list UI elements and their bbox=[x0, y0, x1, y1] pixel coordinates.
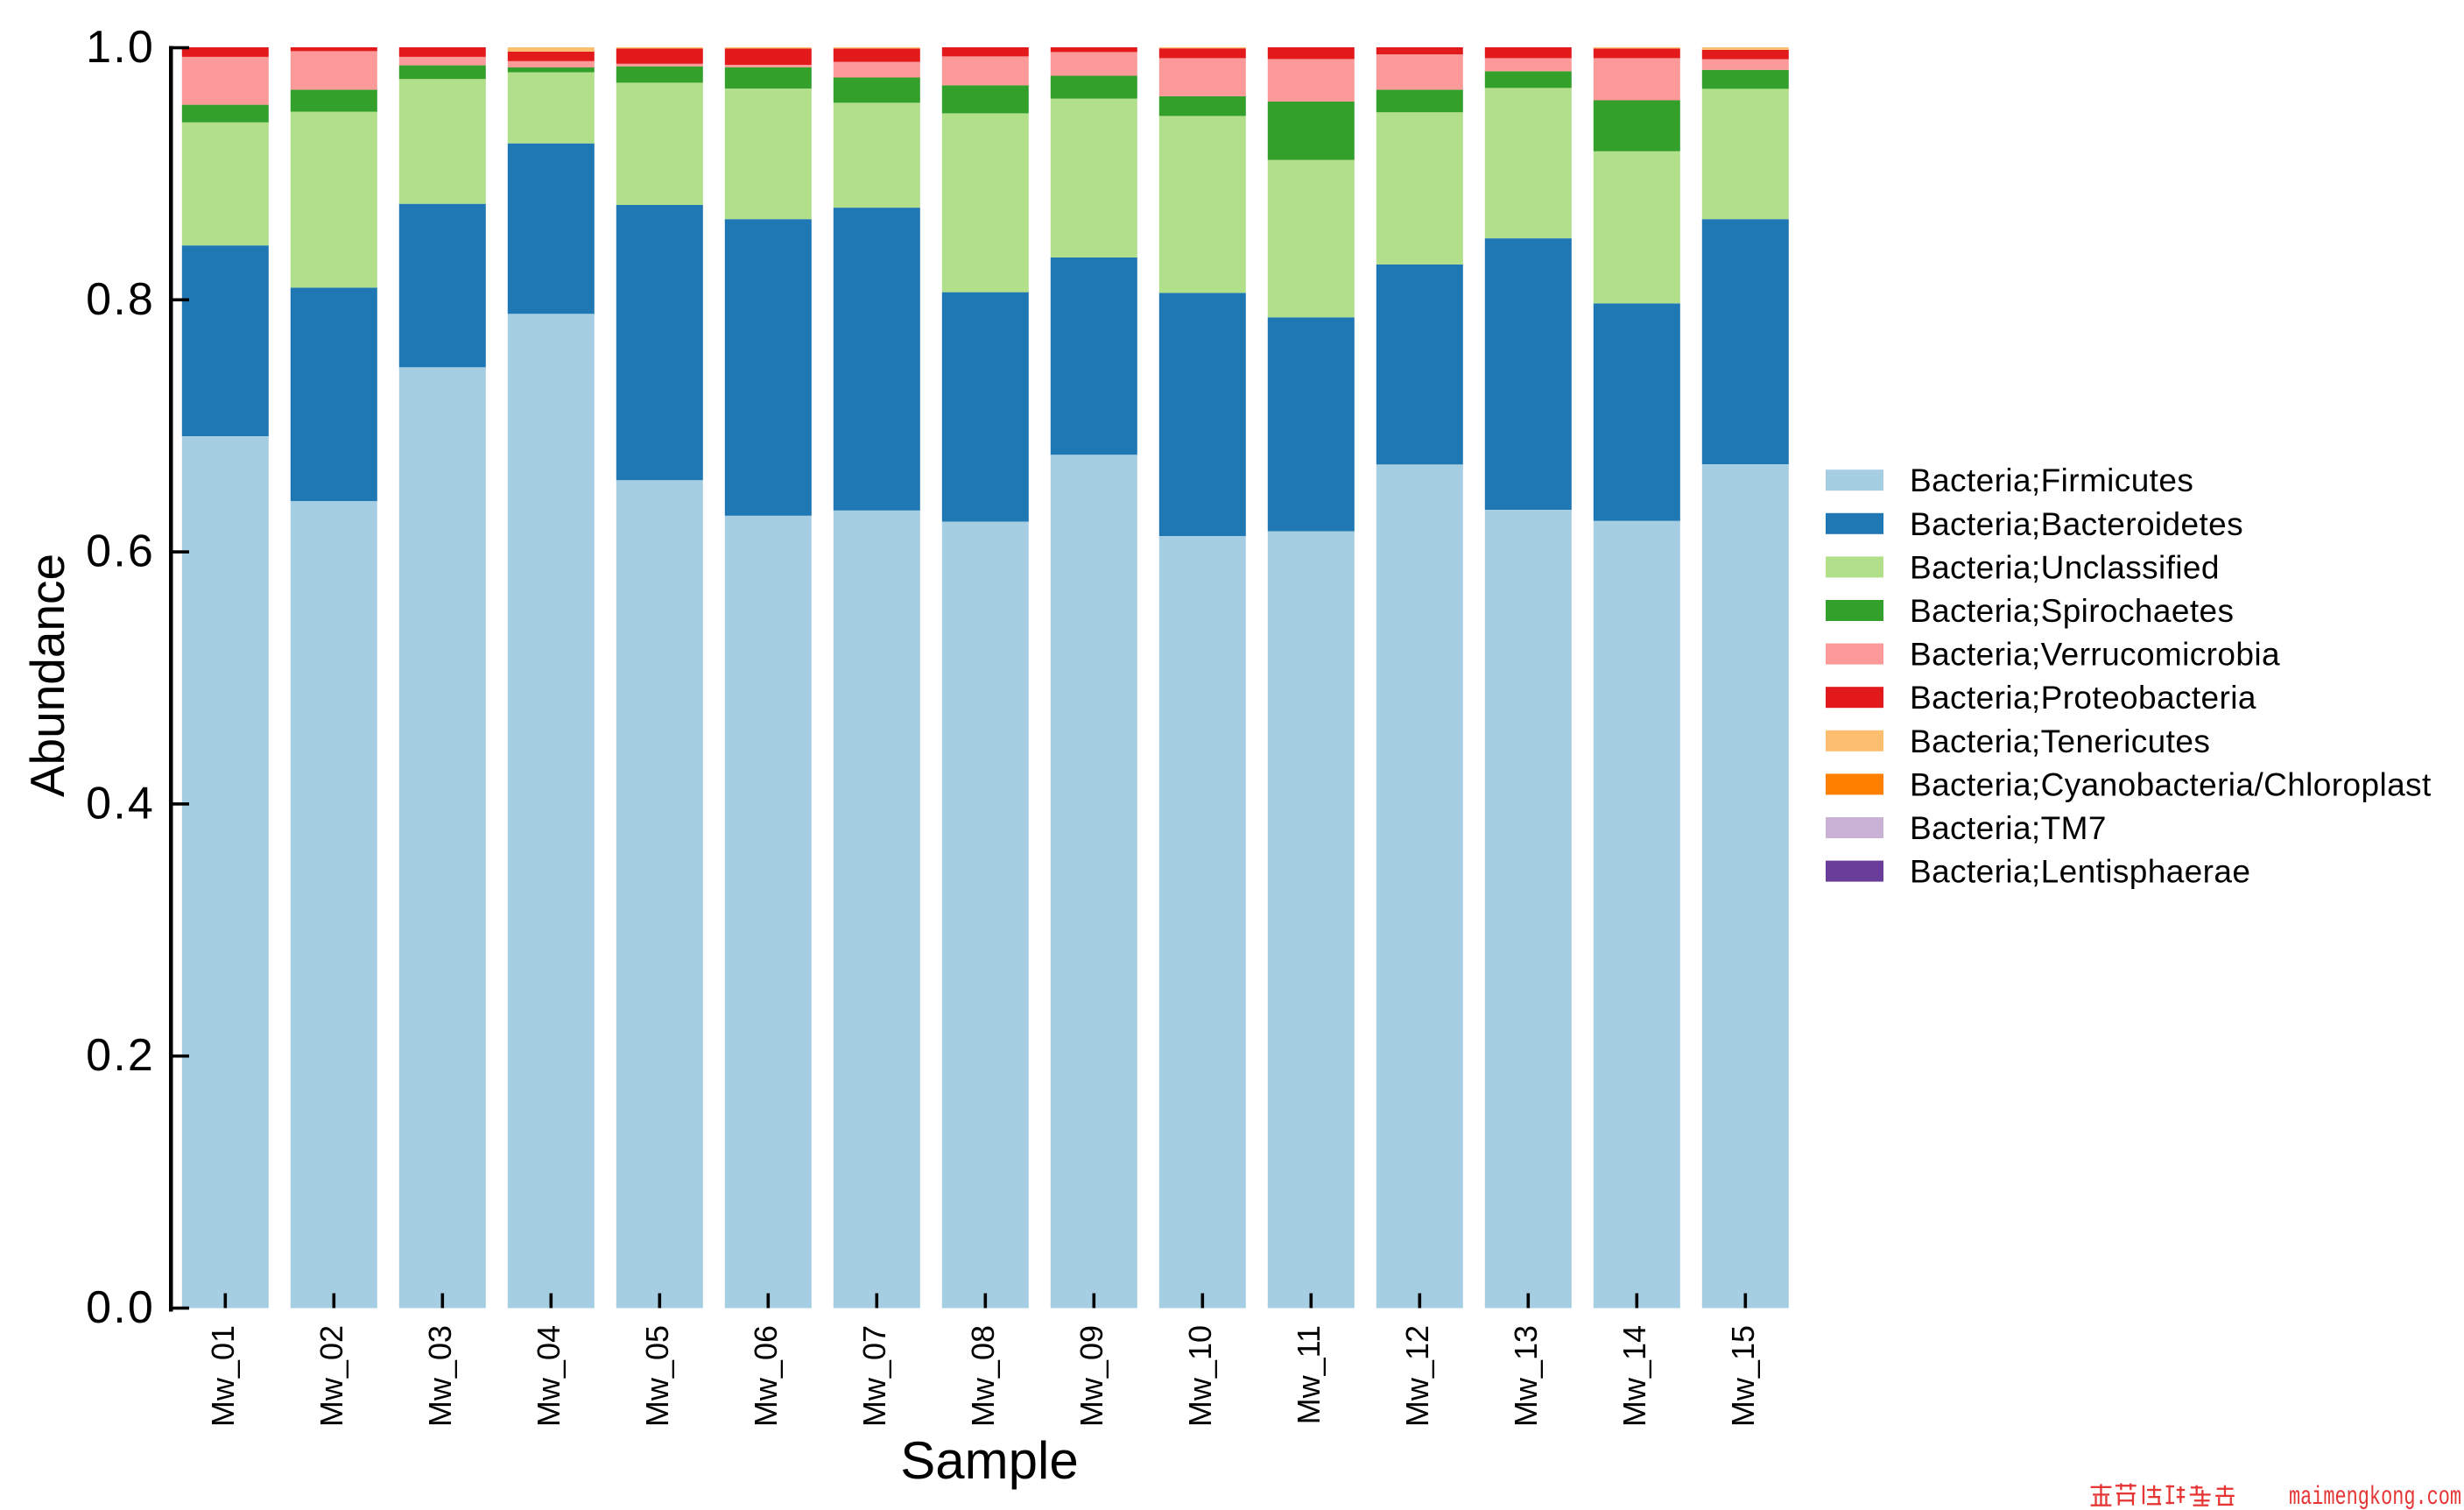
svg-text:Sample: Sample bbox=[900, 1431, 1078, 1490]
svg-text:Mw_15: Mw_15 bbox=[1725, 1325, 1761, 1427]
svg-text:Bacteria;Verrucomicrobia: Bacteria;Verrucomicrobia bbox=[1910, 637, 2280, 673]
svg-text:Bacteria;Tenericutes: Bacteria;Tenericutes bbox=[1910, 723, 2210, 759]
svg-text:1.0: 1.0 bbox=[86, 22, 155, 73]
svg-text:Mw_07: Mw_07 bbox=[856, 1325, 892, 1427]
svg-text:Bacteria;Spirochaetes: Bacteria;Spirochaetes bbox=[1910, 593, 2234, 629]
svg-text:Mw_11: Mw_11 bbox=[1291, 1325, 1327, 1424]
svg-text:Mw_04: Mw_04 bbox=[531, 1325, 567, 1427]
svg-text:Bacteria;Firmicutes: Bacteria;Firmicutes bbox=[1910, 462, 2193, 498]
svg-text:maimengkong.com: maimengkong.com bbox=[2289, 1483, 2461, 1510]
svg-text:Mw_13: Mw_13 bbox=[1508, 1325, 1544, 1427]
svg-text:Bacteria;TM7: Bacteria;TM7 bbox=[1910, 810, 2107, 846]
svg-text:Bacteria;Unclassified: Bacteria;Unclassified bbox=[1910, 549, 2220, 585]
svg-text:Bacteria;Lentisphaerae: Bacteria;Lentisphaerae bbox=[1910, 854, 2250, 890]
svg-text:Mw_01: Mw_01 bbox=[205, 1325, 241, 1427]
svg-text:0.8: 0.8 bbox=[86, 274, 155, 325]
svg-text:Mw_09: Mw_09 bbox=[1074, 1325, 1109, 1427]
svg-text:Mw_08: Mw_08 bbox=[965, 1325, 1001, 1427]
svg-text:0.4: 0.4 bbox=[86, 778, 155, 829]
svg-text:Mw_05: Mw_05 bbox=[639, 1325, 675, 1427]
svg-text:Mw_10: Mw_10 bbox=[1182, 1325, 1218, 1427]
svg-text:0.0: 0.0 bbox=[86, 1282, 155, 1333]
svg-text:Bacteria;Bacteroidetes: Bacteria;Bacteroidetes bbox=[1910, 506, 2243, 542]
svg-text:0.6: 0.6 bbox=[86, 526, 155, 577]
svg-text:Mw_12: Mw_12 bbox=[1399, 1325, 1435, 1427]
svg-text:Mw_02: Mw_02 bbox=[313, 1325, 349, 1427]
svg-text:Bacteria;Cyanobacteria/Chlorop: Bacteria;Cyanobacteria/Chloroplast bbox=[1910, 766, 2432, 802]
svg-text:Abundance: Abundance bbox=[20, 554, 74, 797]
svg-text:Mw_14: Mw_14 bbox=[1616, 1325, 1652, 1427]
svg-text:Bacteria;Proteobacteria: Bacteria;Proteobacteria bbox=[1910, 680, 2256, 716]
svg-text:Mw_06: Mw_06 bbox=[748, 1325, 784, 1427]
svg-text:0.2: 0.2 bbox=[86, 1030, 155, 1081]
svg-text:Mw_03: Mw_03 bbox=[422, 1325, 458, 1427]
